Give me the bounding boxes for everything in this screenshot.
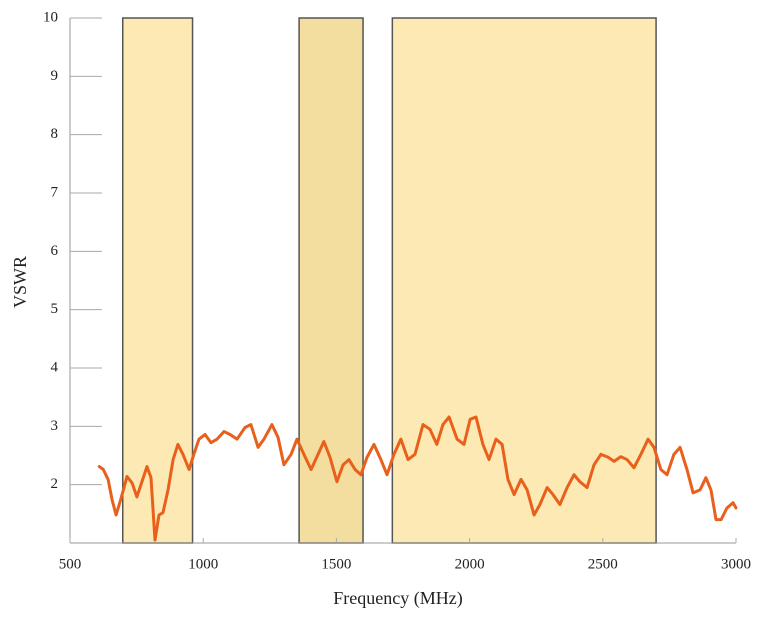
x-tick-label: 3000 [721, 556, 751, 572]
band [298, 17, 364, 544]
y-tick-label: 8 [51, 126, 59, 142]
y-tick-label: 2 [51, 476, 59, 492]
band [391, 17, 657, 544]
x-tick-label: 2500 [588, 556, 618, 572]
y-tick-label: 6 [51, 243, 59, 259]
x-tick-label: 2000 [455, 556, 485, 572]
x-tick-label: 1000 [188, 556, 218, 572]
band [121, 17, 194, 544]
y-tick-label: 10 [43, 9, 58, 25]
y-axis-title: VSWR [10, 256, 30, 308]
y-tick-label: 3 [51, 418, 59, 434]
x-tick-label: 500 [59, 556, 82, 572]
y-tick-label: 4 [51, 359, 59, 375]
y-tick-label: 7 [51, 184, 59, 200]
y-tick-label: 9 [51, 68, 59, 84]
x-tick-label: 1500 [321, 556, 351, 572]
x-axis-title: Frequency (MHz) [333, 588, 462, 609]
y-tick-label: 5 [51, 301, 59, 317]
line [97, 415, 738, 542]
